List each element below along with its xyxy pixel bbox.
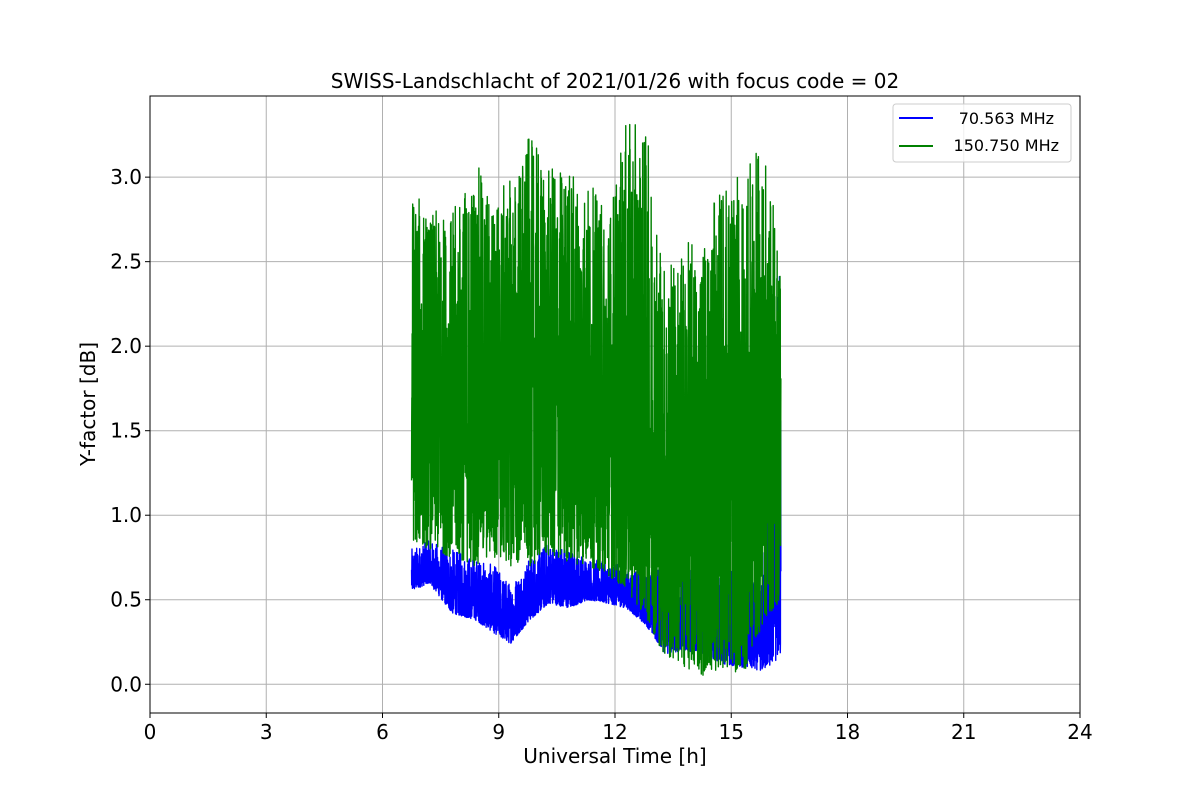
legend: 70.563 MHz 150.750 MHz: [892, 103, 1072, 163]
y-tick-label: 2.0: [110, 334, 142, 358]
ticks: 0 3 6 9 12 15 18 21 24 0.0 0.5 1.0 1.5 2.0 2.5 3.0: [110, 165, 1093, 744]
x-tick-label: 21: [951, 720, 976, 744]
series-line-1: [410, 123, 782, 676]
x-tick-label: 18: [835, 720, 860, 744]
legend-label-150mhz: 150.750 MHz: [954, 136, 1059, 155]
y-tick-label: 1.0: [110, 503, 142, 527]
y-tick-label: 0.0: [110, 672, 142, 696]
x-axis-label: Universal Time [h]: [523, 744, 706, 768]
x-tick-label: 3: [260, 720, 273, 744]
x-tick-label: 12: [602, 720, 627, 744]
y-axis-label: Y-factor [dB]: [76, 342, 100, 467]
x-tick-label: 24: [1067, 720, 1092, 744]
legend-box: [892, 103, 1072, 163]
x-tick-label: 0: [144, 720, 157, 744]
x-tick-label: 6: [376, 720, 389, 744]
x-tick-label: 9: [492, 720, 505, 744]
y-tick-label: 3.0: [110, 165, 142, 189]
y-tick-label: 2.5: [110, 250, 142, 274]
series-line-0: [410, 275, 782, 671]
x-tick-label: 15: [719, 720, 744, 744]
series-layer: [410, 123, 782, 676]
y-tick-label: 0.5: [110, 588, 142, 612]
chart-title: SWISS-Landschlacht of 2021/01/26 with fo…: [331, 69, 899, 93]
legend-label-70mhz: 70.563 MHz: [959, 109, 1054, 128]
y-tick-label: 1.5: [110, 419, 142, 443]
